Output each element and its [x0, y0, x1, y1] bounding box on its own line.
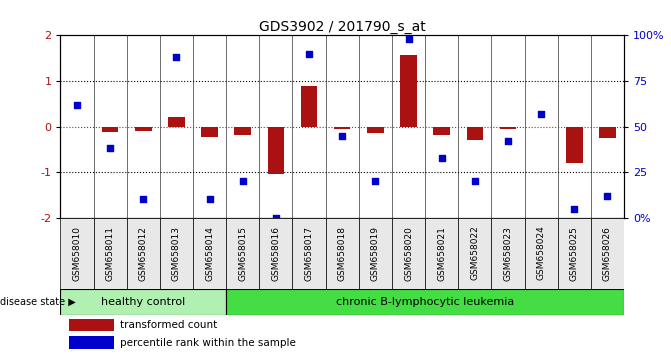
- Bar: [160, 218, 193, 289]
- Text: chronic B-lymphocytic leukemia: chronic B-lymphocytic leukemia: [336, 297, 514, 307]
- Point: [535, 111, 546, 116]
- Point: [138, 197, 149, 202]
- Point: [238, 178, 248, 184]
- Bar: [566, 127, 582, 163]
- Text: transformed count: transformed count: [119, 320, 217, 330]
- Text: GSM658023: GSM658023: [503, 225, 513, 281]
- Point: [171, 55, 182, 60]
- Title: GDS3902 / 201790_s_at: GDS3902 / 201790_s_at: [259, 21, 425, 34]
- Bar: [425, 218, 458, 289]
- Bar: [69, 336, 114, 349]
- Point: [470, 178, 480, 184]
- Point: [436, 155, 447, 160]
- Text: GSM658024: GSM658024: [537, 226, 546, 280]
- Text: healthy control: healthy control: [101, 297, 185, 307]
- Bar: [102, 127, 118, 132]
- Text: GSM658022: GSM658022: [470, 226, 479, 280]
- Point: [270, 215, 281, 221]
- Text: GSM658016: GSM658016: [271, 225, 280, 281]
- Point: [569, 206, 580, 211]
- Bar: [268, 127, 285, 175]
- Bar: [301, 86, 317, 127]
- Bar: [491, 218, 525, 289]
- Text: GSM658020: GSM658020: [404, 225, 413, 281]
- Text: GSM658011: GSM658011: [105, 225, 115, 281]
- Point: [204, 197, 215, 202]
- Bar: [367, 127, 384, 133]
- Text: GSM658026: GSM658026: [603, 225, 612, 281]
- Point: [503, 138, 513, 144]
- Point: [304, 51, 315, 56]
- Bar: [500, 127, 516, 129]
- Text: GSM658010: GSM658010: [72, 225, 81, 281]
- Text: GSM658017: GSM658017: [305, 225, 313, 281]
- Bar: [69, 319, 114, 331]
- Text: GSM658012: GSM658012: [139, 225, 148, 281]
- Point: [72, 102, 83, 108]
- Bar: [466, 127, 483, 140]
- Bar: [433, 127, 450, 135]
- Bar: [334, 127, 350, 129]
- Bar: [60, 218, 93, 289]
- Point: [337, 133, 348, 138]
- Bar: [591, 218, 624, 289]
- Bar: [234, 127, 251, 135]
- Bar: [458, 218, 491, 289]
- Bar: [400, 55, 417, 127]
- Bar: [135, 127, 152, 131]
- Text: GSM658025: GSM658025: [570, 225, 579, 281]
- Bar: [193, 218, 226, 289]
- Point: [370, 178, 380, 184]
- Text: GSM658015: GSM658015: [238, 225, 247, 281]
- Bar: [93, 218, 127, 289]
- Bar: [201, 127, 218, 137]
- Bar: [226, 218, 259, 289]
- Text: percentile rank within the sample: percentile rank within the sample: [119, 338, 295, 348]
- Text: GSM658019: GSM658019: [371, 225, 380, 281]
- Bar: [525, 218, 558, 289]
- Bar: [359, 218, 392, 289]
- Bar: [259, 218, 293, 289]
- Text: GSM658021: GSM658021: [437, 225, 446, 281]
- Point: [602, 193, 613, 199]
- Text: GSM658014: GSM658014: [205, 225, 214, 281]
- Bar: [226, 289, 624, 315]
- Bar: [392, 218, 425, 289]
- Bar: [325, 218, 359, 289]
- Point: [403, 36, 414, 42]
- Text: GSM658013: GSM658013: [172, 225, 181, 281]
- Text: GSM658018: GSM658018: [338, 225, 347, 281]
- Bar: [60, 289, 226, 315]
- Bar: [168, 118, 185, 127]
- Bar: [558, 218, 591, 289]
- Bar: [293, 218, 325, 289]
- Bar: [599, 127, 616, 138]
- Text: disease state ▶: disease state ▶: [0, 297, 76, 307]
- Point: [105, 145, 115, 151]
- Bar: [127, 218, 160, 289]
